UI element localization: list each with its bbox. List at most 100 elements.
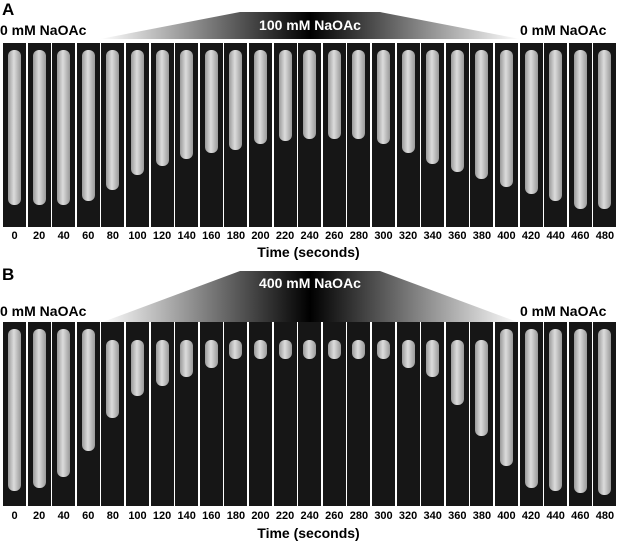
panel-a-time-label: 460: [571, 230, 590, 242]
panel-a-time-label: 180: [226, 230, 246, 242]
panel-b-frame: [396, 322, 420, 506]
panel-a-cell-signal: [475, 50, 489, 180]
panel-b-frame: [249, 322, 272, 506]
panel-b-time-label: 40: [57, 510, 70, 522]
panel-a: A 0 mM NaOAc 100 mM NaOAc 0 mM NaOAc 0 20…: [0, 0, 617, 260]
panel-b-frame: [470, 322, 494, 506]
panel-b-time-label: 100: [128, 510, 147, 522]
panel-a-frame: [249, 43, 272, 227]
panel-a-frame: [150, 43, 174, 227]
panel-a-cell-signal: [106, 50, 120, 191]
panel-a-frame: [544, 43, 568, 227]
panel-a-frame: [568, 43, 592, 227]
panel-b-cell-signal: [426, 340, 440, 378]
panel-a-frame: [322, 43, 346, 227]
panel-b-frame: [224, 322, 248, 506]
panel-b-cell-signal: [598, 329, 612, 495]
panel-a-frame: [347, 43, 371, 227]
panel-b-time-label: 400: [497, 510, 516, 522]
panel-a-time-label: 360: [448, 230, 467, 242]
panel-b-frame: [593, 322, 617, 506]
panel-b-cell-signal: [106, 340, 120, 418]
panel-a-frame: [519, 43, 543, 227]
panel-b-time-label: 320: [398, 510, 418, 522]
panel-a-frame: [27, 43, 51, 227]
panel-a-frame: [470, 43, 494, 227]
panel-b-frame: [445, 322, 469, 506]
panel-a-cell-signal: [377, 50, 390, 145]
panel-b-cell-signal: [229, 340, 243, 359]
panel-b-time-label: 160: [202, 510, 221, 522]
panel-b-frame: [3, 322, 26, 506]
panel-a-frame: [273, 43, 297, 227]
panel-a-time-label: 320: [398, 230, 418, 242]
panel-b-cell-signal: [450, 340, 464, 405]
panel-b-frame: [372, 322, 395, 506]
panel-b-time-label: 140: [177, 510, 196, 522]
panel-b-time-label: 60: [82, 510, 95, 522]
panel-b-cell-signal: [401, 340, 415, 368]
panel-b-frame: [199, 322, 223, 506]
panel-b-time-label: 420: [521, 510, 541, 522]
panel-b-frame: [568, 322, 592, 506]
panel-a-cell-signal: [254, 50, 267, 145]
panel-b-right-condition: 0 mM NaOAc: [520, 303, 607, 319]
panel-a-time-label: 300: [374, 230, 393, 242]
panel-a-cell-signal: [180, 50, 194, 159]
panel-b-frame: [298, 322, 322, 506]
panel-a-time-label: 140: [177, 230, 196, 242]
panel-b-time-label: 180: [226, 510, 246, 522]
panel-a-time-label: 420: [521, 230, 541, 242]
panel-a-frame: [175, 43, 199, 227]
panel-b-cell-signal: [377, 340, 390, 359]
panel-b-frame: [52, 322, 76, 506]
panel-a-cell-signal: [57, 50, 71, 205]
panel-a-cell-signal: [32, 50, 46, 205]
panel-a-kymograph-strip: [0, 43, 617, 227]
panel-b-cell-signal: [475, 340, 489, 437]
panel-a-cell-signal: [401, 50, 415, 154]
panel-b-left-condition: 0 mM NaOAc: [0, 303, 87, 319]
panel-a-frame: [495, 43, 518, 227]
panel-b-time-label: 20: [32, 510, 46, 522]
panel-a-time-ticks: 0 20 40 60 80 100 120 140 160 180 200 220 240 260 280 3…: [0, 230, 617, 244]
panel-a-time-label: 400: [497, 230, 516, 242]
panel-a-frame: [396, 43, 420, 227]
panel-a-right-condition: 0 mM NaOAc: [520, 22, 607, 38]
panel-b-cell-signal: [81, 329, 95, 451]
panel-a-frame: [421, 43, 445, 227]
panel-a-axis-title: Time (seconds): [257, 244, 360, 260]
panel-b-frame: [495, 322, 518, 506]
panel-a-time-label: 380: [472, 230, 492, 242]
panel-b-letter: B: [2, 265, 15, 284]
panel-b-frame: [27, 322, 51, 506]
panel-a-time-label: 200: [251, 230, 270, 242]
panel-b-frame: [101, 322, 125, 506]
panel-b-time-label: 280: [349, 510, 369, 522]
panel-a-cell-signal: [8, 50, 21, 205]
panel-b-frame: [126, 322, 149, 506]
panel-a-time-label: 440: [546, 230, 565, 242]
panel-a-cell-signal: [598, 50, 612, 209]
panel-a-frame: [101, 43, 125, 227]
panel-b-time-label: 80: [106, 510, 120, 522]
panel-b-cell-signal: [352, 340, 366, 359]
panel-a-cell-signal: [204, 50, 218, 154]
panel-a-cell-signal: [278, 50, 292, 141]
panel-b-frame: [150, 322, 174, 506]
panel-a-frame: [199, 43, 223, 227]
panel-b-cell-signal: [524, 329, 538, 488]
panel-b: B 0 mM NaOAc 400 mM NaOAc 0 mM NaOAc 0 20…: [0, 265, 617, 543]
panel-a-frame: [224, 43, 248, 227]
panel-a-time-label: 240: [300, 230, 319, 242]
panel-b-axis-title: Time (seconds): [257, 525, 360, 541]
panel-a-cell-signal: [303, 50, 317, 139]
panel-a-time-label: 480: [595, 230, 615, 242]
panel-b-frame: [76, 322, 100, 506]
panel-b-cell-signal: [327, 340, 341, 359]
panel-a-cell-signal: [131, 50, 144, 176]
panel-b-time-label: 440: [546, 510, 565, 522]
panel-b-concentration-ramp: [100, 271, 520, 323]
panel-b-cell-signal: [303, 340, 317, 359]
panel-a-cell-signal: [229, 50, 243, 150]
